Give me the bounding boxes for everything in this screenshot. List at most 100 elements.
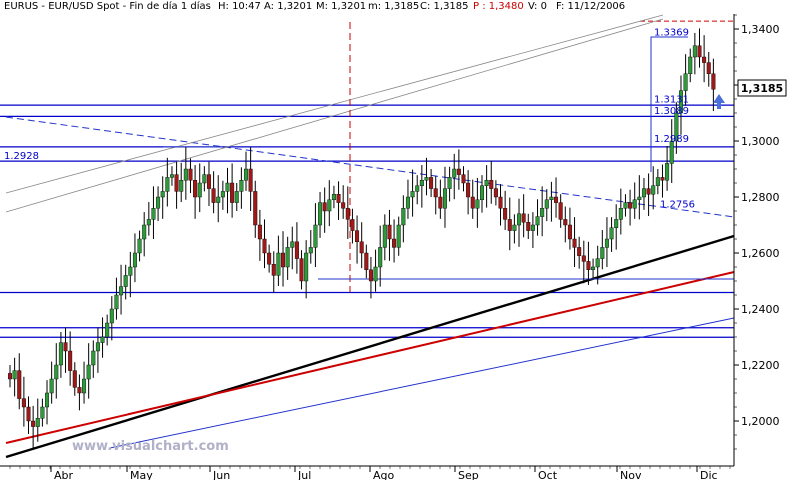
candle-body (206, 174, 211, 189)
candle-body (146, 219, 151, 226)
range-bracket (650, 36, 688, 172)
candle-body (415, 185, 420, 192)
candle-body (230, 182, 235, 203)
candle-body (114, 294, 119, 310)
candle-body (72, 370, 77, 388)
candle-body (267, 252, 272, 265)
trend-line (5, 14, 664, 194)
y-tick-label: 1,2000 (741, 415, 780, 428)
candle-body (507, 219, 512, 231)
candle-body (424, 177, 429, 181)
candle-body (7, 373, 12, 380)
candle-body (142, 224, 147, 240)
candle-body (151, 207, 156, 220)
volume-label: V: 0 (528, 1, 547, 12)
candle-body (364, 252, 369, 270)
level-annotation: 1.2756 (660, 199, 695, 210)
candle-body (503, 207, 508, 220)
candle-body (512, 224, 517, 231)
candle-body (674, 112, 679, 142)
candle-body (58, 342, 63, 366)
candle-body (498, 196, 503, 209)
y-tick-label: 1,2200 (741, 359, 780, 372)
candle-body (442, 188, 447, 209)
candle-body (197, 182, 202, 198)
candle-body (540, 207, 545, 217)
level-annotation: 1.2989 (654, 134, 689, 145)
trend-line (109, 317, 735, 449)
candle-body (156, 196, 161, 209)
candle-body (438, 196, 443, 209)
chart-header: EURUS - EUR/USD Spot - Fin de día 1 días… (0, 0, 787, 14)
candle-body (350, 219, 355, 231)
candle-body (517, 213, 522, 226)
trend-line (5, 116, 735, 218)
candle-body (359, 241, 364, 254)
level-annotation: 1.3131 (654, 94, 689, 105)
candle-body (600, 247, 605, 259)
candle-body (581, 255, 586, 262)
candle-body (234, 191, 239, 203)
candle-body (378, 247, 383, 268)
candle-body (387, 224, 392, 240)
candle-body (368, 269, 373, 282)
candle-body (308, 247, 313, 254)
candle-body (119, 286, 124, 296)
candle-body (290, 241, 295, 248)
candle-body (345, 207, 350, 220)
x-tick-label: Abr (54, 469, 74, 480)
y-tick-label: 1,2400 (741, 303, 780, 316)
candle-body (253, 191, 258, 226)
candle-body (257, 224, 262, 240)
candle-body (336, 193, 341, 203)
close-label: C: 1,3185 (420, 1, 469, 12)
candle-body (188, 168, 193, 181)
candle-body (604, 238, 609, 248)
candle-body (410, 191, 415, 198)
candle-body (35, 418, 40, 427)
up-arrow-icon (713, 94, 725, 109)
candle-body (313, 224, 318, 248)
candle-body (711, 73, 716, 90)
candle-body (466, 182, 471, 198)
time-axis: Abr May Jun Jul Ago Sep Oct Nov Dic (9, 466, 731, 480)
candle-body (688, 56, 693, 74)
candle-body (521, 213, 526, 223)
candle-body (262, 238, 267, 254)
candle-body (271, 264, 276, 276)
candle-body (549, 196, 554, 200)
candle-body (484, 179, 489, 186)
time-label: H: 10:47 (218, 1, 261, 12)
candle-body (331, 193, 336, 200)
candles (7, 28, 716, 449)
candle-body (567, 224, 572, 240)
level-annotation: 1.2928 (4, 151, 39, 162)
candle-body (216, 196, 221, 203)
candle-body (665, 163, 670, 181)
candle-body (17, 370, 22, 399)
candle-body (318, 202, 323, 226)
x-tick-label: Sep (458, 469, 479, 480)
candle-body (276, 252, 281, 276)
y-tick-label: 1,3000 (741, 135, 780, 148)
candle-body (160, 191, 165, 198)
candle-body (646, 188, 651, 195)
x-tick-label: Nov (620, 469, 642, 480)
candle-body (82, 378, 87, 394)
candle-body (31, 420, 36, 427)
candle-body (475, 199, 480, 209)
candle-body (591, 266, 596, 270)
candle-body (651, 185, 656, 195)
p-label: P : 1,3480 (473, 1, 524, 12)
last-price-badge: 1,3185 (737, 79, 787, 97)
candle-body (419, 179, 424, 186)
candle-body (63, 342, 68, 352)
x-tick-label: Ago (373, 469, 395, 480)
candle-body (169, 174, 174, 178)
price-axis: 1,20001,22001,24001,26001,28001,30001,32… (734, 14, 780, 450)
trend-lines (0, 14, 735, 459)
candle-body (304, 252, 309, 282)
candle-body (461, 174, 466, 184)
